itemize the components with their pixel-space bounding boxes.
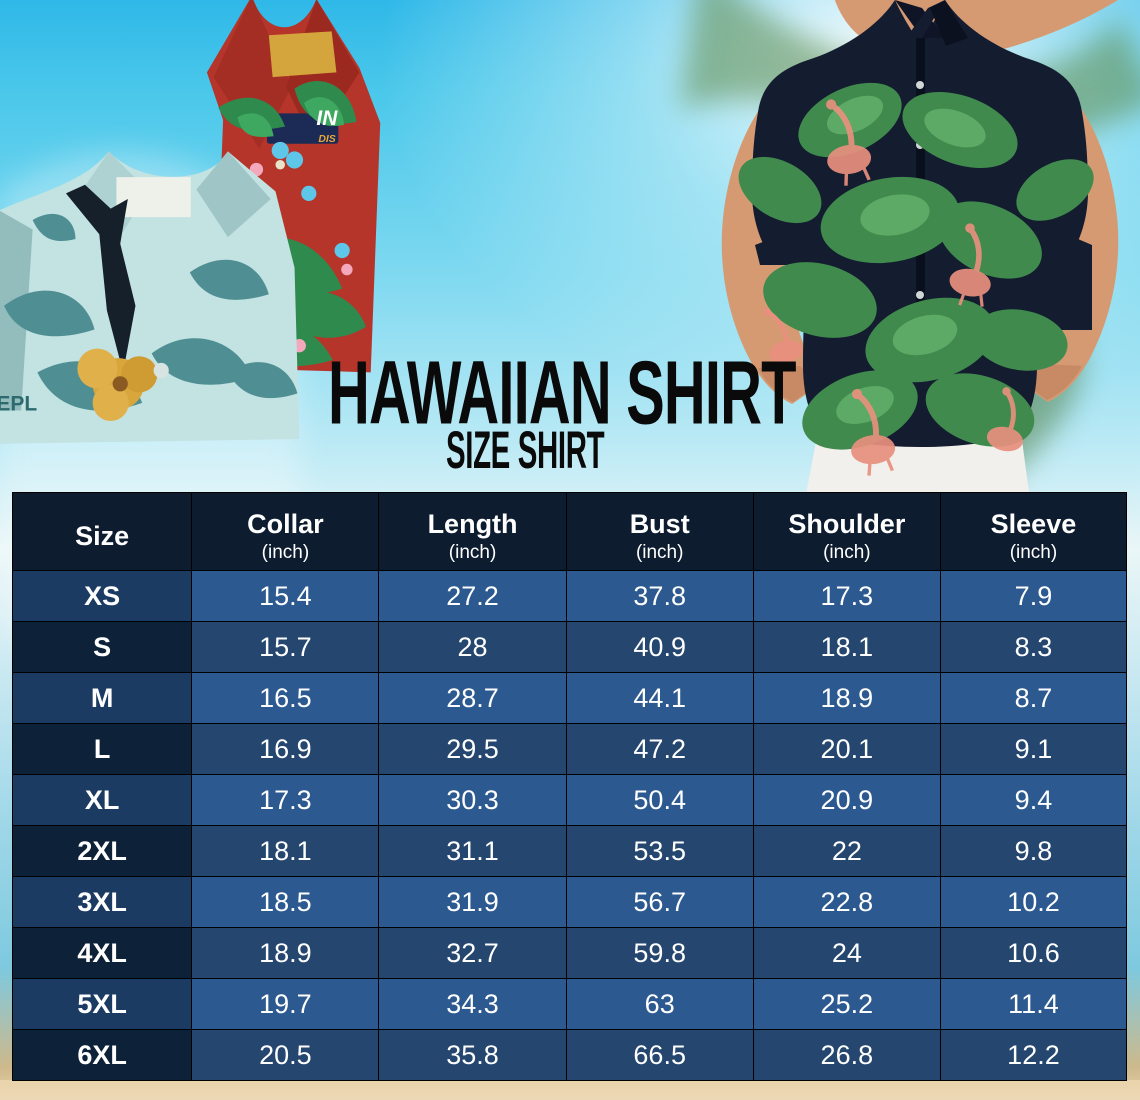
svg-text:EPL: EPL	[0, 392, 37, 415]
svg-text:IN: IN	[316, 107, 338, 130]
svg-text:DIS: DIS	[318, 134, 335, 145]
